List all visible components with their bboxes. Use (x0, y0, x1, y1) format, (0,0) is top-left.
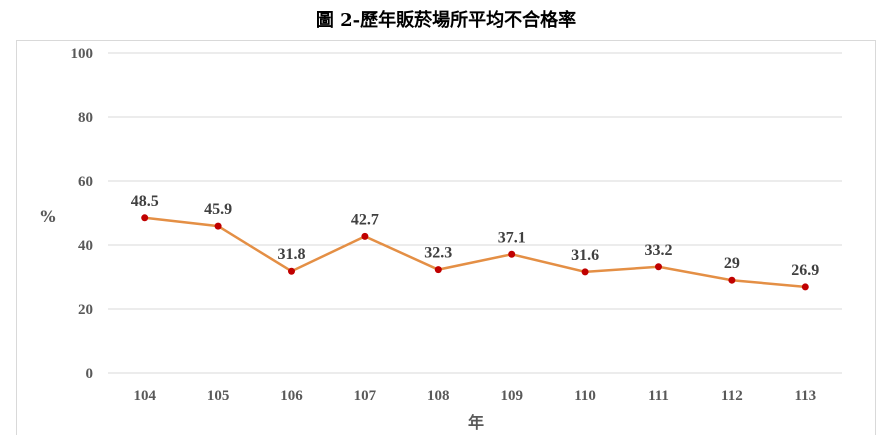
x-tick-label: 108 (427, 388, 450, 404)
data-label: 48.5 (131, 193, 159, 210)
data-label: 37.1 (498, 229, 526, 246)
data-label: 42.7 (351, 211, 379, 228)
x-tick-label: 109 (500, 388, 523, 404)
data-point (288, 267, 295, 275)
data-labels: 48.5 45.9 31.8 42.7 32.3 37.1 31.6 33.2 29 26.9 (131, 193, 820, 279)
series-line (144, 216, 806, 289)
x-axis-label: 年 (468, 413, 484, 432)
data-label: 45.9 (204, 201, 232, 218)
y-tick-label: 60 (78, 174, 93, 190)
chart-title: 圖 2-歷年販菸場所平均不合格率 (315, 10, 577, 31)
x-tick-label: 113 (794, 388, 816, 404)
x-tick-label: 105 (207, 388, 230, 404)
data-label: 26.9 (791, 262, 819, 279)
y-tick-label: 40 (78, 238, 93, 254)
data-point (801, 283, 809, 291)
data-point (728, 276, 736, 284)
y-axis-label: % (40, 207, 55, 226)
x-tick-labels: 104 105 106 107 108 109 110 111 112 113 (133, 388, 816, 404)
x-tick-label: 111 (648, 388, 669, 404)
data-point (361, 232, 369, 240)
gridlines (108, 52, 842, 374)
data-label: 33.2 (645, 242, 673, 259)
data-label: 31.8 (278, 246, 306, 263)
data-point (434, 266, 442, 274)
y-tick-label: 80 (78, 110, 93, 126)
x-tick-label: 106 (280, 388, 303, 404)
x-tick-label: 112 (721, 388, 743, 404)
data-point (141, 214, 149, 222)
x-tick-label: 107 (354, 388, 377, 404)
y-tick-label: 20 (78, 302, 93, 318)
data-point (214, 222, 222, 230)
data-points (141, 214, 809, 291)
x-tick-label: 104 (133, 388, 156, 404)
data-label: 32.3 (424, 245, 452, 262)
chart-frame (16, 40, 876, 435)
y-tick-label: 0 (86, 366, 94, 382)
data-label: 31.6 (571, 247, 599, 264)
data-point (655, 263, 662, 271)
y-tick-labels: 0 20 40 60 80 100 (71, 46, 94, 382)
data-point (508, 250, 516, 258)
y-tick-label: 100 (71, 46, 94, 62)
data-point (581, 268, 589, 276)
x-tick-label: 110 (574, 388, 596, 404)
data-label: 29 (724, 255, 740, 272)
